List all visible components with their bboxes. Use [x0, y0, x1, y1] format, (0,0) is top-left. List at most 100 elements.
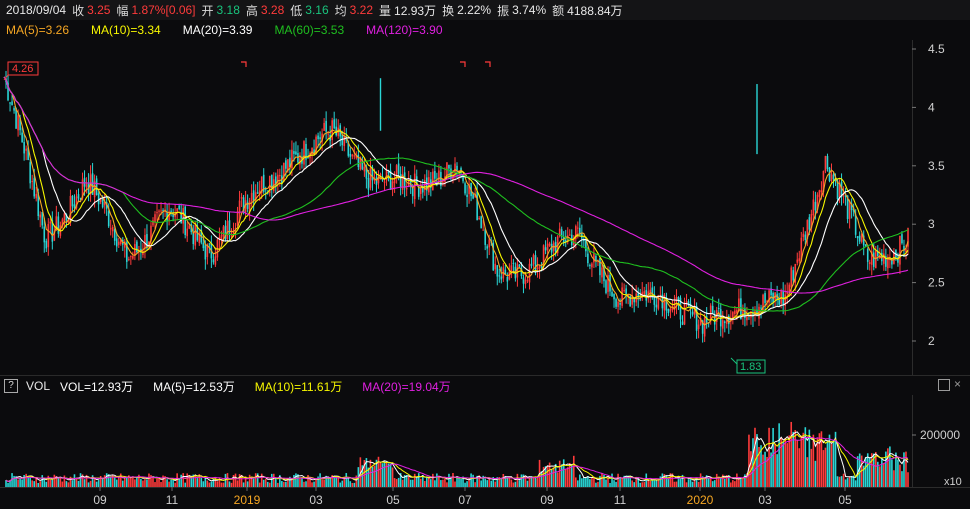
volume-bar	[323, 479, 325, 487]
volume-bar	[872, 453, 875, 487]
candle-body	[456, 165, 458, 171]
volume-bar	[103, 475, 106, 487]
close-icon[interactable]: ×	[954, 377, 962, 391]
volume-bar	[158, 477, 160, 487]
candle-body	[617, 301, 619, 307]
candle-body	[721, 320, 724, 329]
volume-bar	[725, 475, 728, 487]
volume-bar	[883, 462, 885, 487]
candle-body	[45, 240, 48, 249]
volume-bar	[891, 459, 893, 487]
candle-body	[150, 225, 152, 242]
candle-body	[178, 205, 180, 210]
candle-body	[403, 172, 406, 188]
candle-body	[117, 241, 120, 245]
volume-bar	[663, 474, 666, 487]
candle-body	[176, 208, 178, 212]
avg-label: 均	[334, 3, 347, 18]
volume-bar	[667, 478, 670, 487]
candle-body	[623, 290, 625, 292]
volume-bar	[134, 479, 136, 487]
candle-body	[665, 297, 668, 311]
volume-bar	[480, 480, 482, 487]
volume-bar	[508, 476, 511, 487]
candle-body	[824, 155, 827, 172]
volume-bar	[756, 434, 758, 487]
candle-body	[504, 269, 507, 275]
volume-bar	[313, 481, 315, 487]
volume-bar	[59, 477, 62, 487]
candle-body	[717, 307, 720, 309]
candle-body	[71, 195, 74, 207]
volume-chart[interactable]: 200000 x10 09 11 2019 03 05 07 09 11 2020 03 05	[0, 395, 970, 509]
candle-body	[770, 288, 772, 296]
volume-bar	[339, 482, 342, 487]
candle-body	[107, 211, 110, 227]
candle-body	[746, 316, 748, 321]
candle-body	[538, 266, 541, 269]
volume-bar	[897, 459, 899, 487]
candle-body	[361, 159, 364, 170]
candle-body	[703, 317, 706, 337]
candle-body	[234, 228, 237, 230]
candle-body	[468, 184, 470, 195]
volume-bar	[220, 482, 223, 487]
volume-bar	[905, 451, 907, 487]
volume-bar	[79, 473, 82, 487]
volume-bar	[824, 447, 827, 487]
volume-bar	[512, 482, 515, 487]
volume-bar	[353, 482, 356, 487]
volume-bar	[174, 482, 176, 487]
volume-bar	[105, 473, 108, 487]
candle-body	[321, 133, 323, 142]
time-tick-label: 2019	[234, 493, 261, 507]
volume-bar	[285, 481, 287, 487]
volume-bar	[599, 475, 601, 487]
candle-body	[482, 229, 484, 231]
volume-bar	[252, 478, 255, 487]
candle-body	[587, 253, 589, 264]
candle-body	[162, 210, 164, 212]
volume-bar	[574, 477, 577, 487]
candle-body	[375, 177, 378, 185]
volume-bar	[738, 477, 740, 487]
volume-bar	[242, 482, 245, 487]
volume-bar	[711, 481, 714, 487]
volume-bar	[657, 478, 660, 487]
candle-body	[850, 203, 853, 211]
candle-body	[128, 258, 130, 260]
volume-bar	[605, 479, 607, 487]
volume-bar	[482, 475, 484, 487]
volume-bar	[343, 476, 346, 487]
candle-body	[279, 174, 281, 177]
volume-bar	[649, 480, 652, 487]
help-button[interactable]: ?	[4, 379, 18, 393]
volume-bar	[669, 473, 672, 487]
candle-body	[492, 242, 495, 271]
volume-bar	[367, 467, 370, 487]
candle-body	[639, 297, 642, 300]
volume-bar	[820, 431, 823, 487]
candle-body	[577, 227, 579, 229]
candle-body	[603, 265, 605, 282]
volume-bar	[95, 481, 98, 487]
volume-bar	[234, 473, 237, 487]
candle-body	[713, 314, 716, 325]
volume-bar	[661, 473, 664, 487]
volume-bar	[299, 477, 301, 487]
volume-bar	[113, 477, 116, 487]
volume-bar	[868, 457, 871, 487]
event-flag-icon	[241, 61, 247, 67]
volume-bar	[879, 466, 881, 487]
candle-body	[391, 181, 394, 191]
candle-body	[65, 214, 68, 221]
volume-bar	[126, 477, 128, 487]
volume-bar	[349, 481, 352, 487]
volume-bar	[446, 482, 448, 487]
volume-bar	[226, 473, 229, 487]
price-chart[interactable]: 4.5 4 3.5 3 2.5 2 4.26 1.83	[0, 40, 970, 375]
candle-body	[146, 234, 148, 248]
volume-bar	[552, 467, 555, 487]
candle-body	[228, 220, 231, 235]
maximize-icon[interactable]	[938, 379, 950, 391]
